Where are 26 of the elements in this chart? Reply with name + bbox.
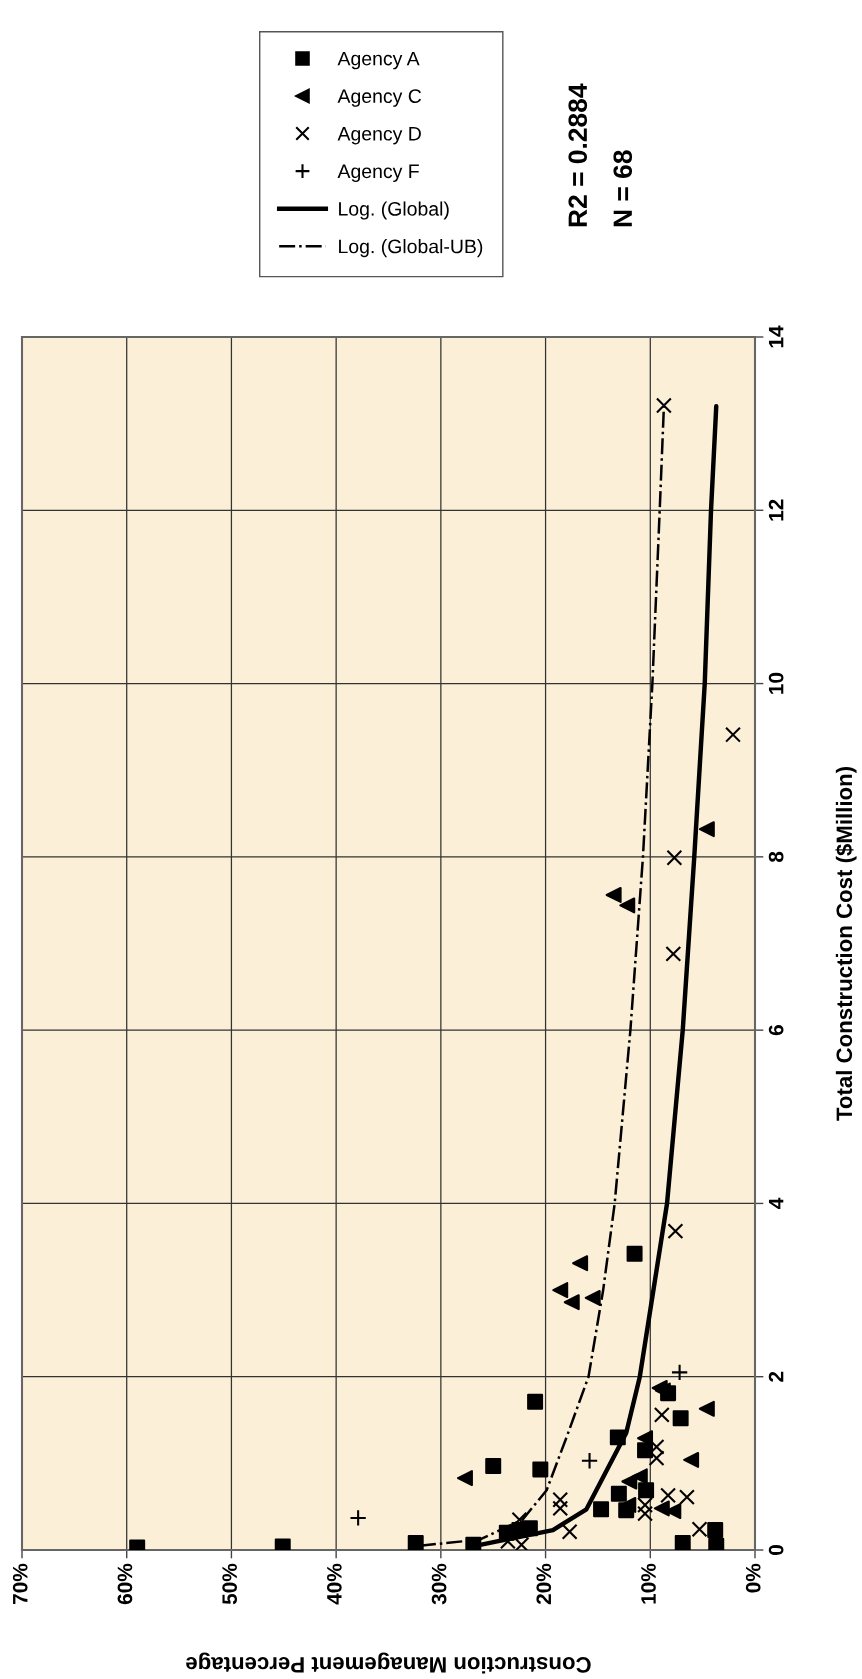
x-tick-label: 60%: [117, 1563, 133, 1605]
x-tick-label: 30%: [431, 1563, 447, 1605]
legend-label: Agency F: [337, 164, 419, 182]
x-axis-title: Construction Management Percentage: [186, 1652, 591, 1674]
x-tick-label: 0%: [745, 1563, 761, 1593]
legend-label: Agency D: [337, 127, 421, 145]
x-tick-label: 10%: [641, 1563, 656, 1604]
x-tick-label: 20%: [536, 1563, 552, 1605]
x-tick-label: 70%: [12, 1563, 28, 1604]
legend-label: Log. (Global-UB): [339, 239, 483, 258]
y-tick-label: 12: [768, 499, 784, 521]
y-tick-label: 2: [768, 1371, 784, 1382]
y-axis-title: Total Construction Cost ($Million): [835, 767, 857, 1121]
y-tick-label: 8: [768, 851, 784, 862]
legend-label: Log. (Global): [339, 201, 449, 220]
x-tick-label: 50%: [222, 1563, 238, 1605]
text: N = 68: [613, 150, 633, 227]
y-tick-label: 6: [768, 1025, 784, 1036]
y-tick-label: 14: [768, 325, 784, 348]
x-tick-label: 40%: [326, 1563, 342, 1605]
y-tick-label: 4: [768, 1197, 784, 1209]
text: R2 = 0.2884: [568, 83, 588, 227]
y-tick-label: 0: [768, 1545, 784, 1555]
y-tick-label: 10: [768, 672, 784, 694]
legend-label: Agency A: [337, 51, 420, 70]
legend-label: Agency C: [337, 89, 422, 107]
